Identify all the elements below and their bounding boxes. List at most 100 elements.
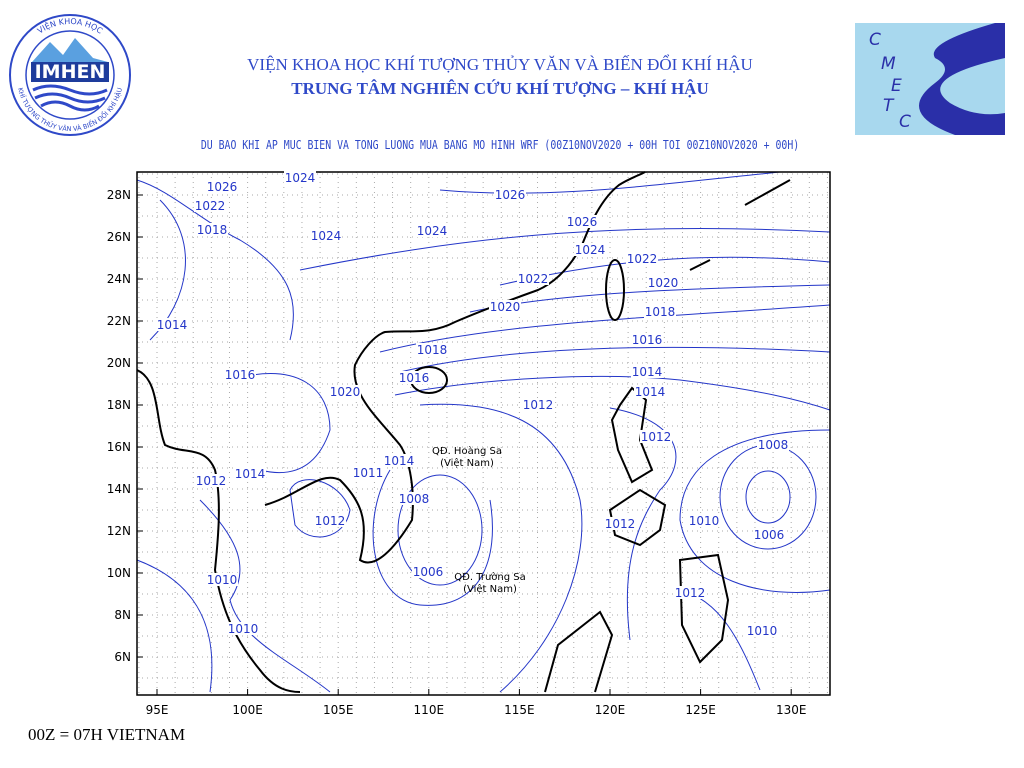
isobar-label: 1006 bbox=[754, 528, 785, 542]
isobar-label: 1026 bbox=[207, 180, 238, 194]
isobar-label-bg bbox=[156, 318, 188, 331]
isobar-label-bg bbox=[383, 454, 415, 467]
y-tick-label: 14N bbox=[107, 482, 131, 496]
isobar-label-bg bbox=[674, 586, 706, 599]
isobar-label-bg bbox=[522, 398, 554, 411]
map-subtitle: DU BAO KHI AP MUC BIEN VA TONG LUONG MUA… bbox=[200, 138, 800, 152]
isobar-label-bg bbox=[517, 272, 549, 285]
y-tick-label: 28N bbox=[107, 188, 131, 202]
isobar-label: 1012 bbox=[523, 398, 554, 412]
isobar-label: 1016 bbox=[632, 333, 663, 347]
isobar-label-bg bbox=[631, 365, 663, 378]
isobar-label-bg bbox=[688, 514, 720, 527]
y-tick-label: 6N bbox=[114, 650, 131, 664]
y-tick-label: 24N bbox=[107, 272, 131, 286]
title-line1: VIỆN KHOA HỌC KHÍ TƯỢNG THỦY VĂN VÀ BIẾN… bbox=[247, 55, 753, 74]
isobar-label-bg bbox=[284, 171, 316, 184]
isobar-label-bg bbox=[574, 243, 606, 256]
y-tick-label: 22N bbox=[107, 314, 131, 328]
isobar-label-bg bbox=[206, 180, 238, 193]
isobar-label: 1026 bbox=[495, 188, 526, 202]
island-borneo bbox=[544, 610, 614, 693]
isobar bbox=[419, 403, 583, 693]
y-tick-label: 12N bbox=[107, 524, 131, 538]
isobar-label-bg bbox=[757, 438, 789, 451]
isobar-label: 1018 bbox=[645, 305, 676, 319]
x-tick-label: 95E bbox=[146, 703, 169, 717]
isobar-label-bg bbox=[746, 624, 778, 637]
isobar bbox=[399, 346, 831, 373]
footer: 00Z = 07H VIETNAM bbox=[28, 725, 186, 744]
isobar-label-bg bbox=[196, 223, 228, 236]
x-tick-label: 125E bbox=[685, 703, 716, 717]
isobar-label-bg bbox=[194, 199, 226, 212]
place-note: (Việt Nam) bbox=[440, 457, 494, 469]
isobar-label: 1018 bbox=[417, 343, 448, 357]
isobar bbox=[745, 470, 791, 524]
isobar-label-bg bbox=[494, 188, 526, 201]
isobar bbox=[397, 474, 483, 586]
logo-letter: C bbox=[899, 112, 911, 132]
isobar-label: 1024 bbox=[417, 224, 448, 238]
map-frame bbox=[136, 171, 831, 696]
isobar bbox=[136, 179, 294, 341]
isobar-label: 1014 bbox=[157, 318, 188, 332]
isobar-label-bg bbox=[314, 514, 346, 527]
isobar bbox=[679, 429, 831, 593]
isobar-label: 1014 bbox=[384, 454, 415, 468]
isobar-label: 1011 bbox=[353, 466, 384, 480]
logo-letter: E bbox=[891, 76, 902, 96]
isobar-label-bg bbox=[224, 368, 256, 381]
x-tick-label: 110E bbox=[414, 703, 445, 717]
x-tick-label: 100E bbox=[232, 703, 263, 717]
isobar-label-bg bbox=[604, 517, 636, 530]
isobar-label: 1022 bbox=[195, 199, 226, 213]
y-tick-label: 16N bbox=[107, 440, 131, 454]
isobar-label: 1012 bbox=[196, 474, 227, 488]
place-note: (Việt Nam) bbox=[463, 583, 517, 595]
isobar bbox=[609, 407, 677, 641]
isobar-label: 1012 bbox=[641, 430, 672, 444]
y-tick-label: 18N bbox=[107, 398, 131, 412]
island-visayas bbox=[608, 488, 667, 547]
isobar-label: 1024 bbox=[575, 243, 606, 257]
island-mindanao bbox=[678, 553, 730, 664]
isobar-label: 1010 bbox=[207, 573, 238, 587]
isobar-label-bg bbox=[329, 385, 361, 398]
isobar-label: 1016 bbox=[225, 368, 256, 382]
isobar bbox=[199, 499, 331, 693]
isobar-label-bg bbox=[412, 565, 444, 578]
isobar-label-bg bbox=[626, 252, 658, 265]
y-tick-label: 10N bbox=[107, 566, 131, 580]
logo-imhen: IMHEN VIỆN KHOA HỌC KHÍ TƯỢNG THỦY VĂN V… bbox=[9, 14, 131, 136]
isobar-label-bg bbox=[310, 229, 342, 242]
isobar-label-bg bbox=[227, 622, 259, 635]
isobar bbox=[679, 589, 761, 691]
isobar-label-bg bbox=[195, 474, 227, 487]
isobar-label: 1014 bbox=[632, 365, 663, 379]
isobar-label-bg bbox=[234, 467, 266, 480]
coastline bbox=[136, 369, 301, 693]
logo-name: IMHEN bbox=[35, 61, 106, 83]
isobar bbox=[229, 373, 331, 474]
isobar-label-bg bbox=[416, 343, 448, 356]
isobar-label: 1010 bbox=[228, 622, 259, 636]
x-tick-label: 105E bbox=[323, 703, 354, 717]
isobar-label: 1020 bbox=[648, 276, 679, 290]
y-tick-label: 20N bbox=[107, 356, 131, 370]
island-taiwan bbox=[605, 259, 625, 321]
isobar-label: 1022 bbox=[627, 252, 658, 266]
logo-letter: C bbox=[869, 30, 881, 50]
isobar-label: 1022 bbox=[518, 272, 549, 286]
isobar-label-bg bbox=[644, 305, 676, 318]
isobar bbox=[379, 304, 831, 353]
isobar-label: 1010 bbox=[747, 624, 778, 638]
place-name: QĐ. Trường Sa bbox=[454, 571, 526, 583]
isobar-label: 1026 bbox=[567, 215, 598, 229]
isobar-label-bg bbox=[640, 430, 672, 443]
isobar-label: 1024 bbox=[285, 171, 316, 185]
isobar-label: 1008 bbox=[399, 492, 430, 506]
isobar-label: 1020 bbox=[490, 300, 521, 314]
isobar-label: 1008 bbox=[758, 438, 789, 452]
